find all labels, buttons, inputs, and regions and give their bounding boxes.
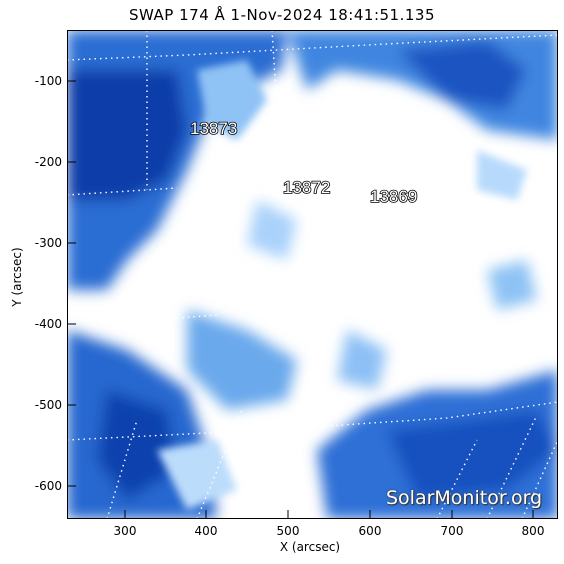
- x-tick: 400: [194, 524, 218, 538]
- y-tick: -100: [34, 74, 62, 88]
- y-tick: -400: [34, 317, 62, 331]
- y-tick: -300: [34, 236, 62, 250]
- region-label-13872: 13872: [283, 178, 330, 197]
- region-label-13873: 13873: [190, 119, 237, 138]
- x-tick: 800: [521, 524, 545, 538]
- x-tick: 600: [358, 524, 382, 538]
- y-tick: -500: [34, 398, 62, 412]
- region-label-13869: 13869: [370, 187, 417, 206]
- x-tick: 300: [113, 524, 137, 538]
- y-axis-label: Y (arcsec): [10, 247, 24, 307]
- watermark: SolarMonitor.org: [386, 487, 543, 509]
- y-tick: -600: [34, 479, 62, 493]
- x-tick: 700: [440, 524, 464, 538]
- x-tick: 500: [276, 524, 300, 538]
- image-title: SWAP 174 Å 1-Nov-2024 18:41:51.135: [129, 6, 435, 24]
- x-axis-label: X (arcsec): [279, 540, 341, 554]
- y-tick: -200: [34, 155, 62, 169]
- solar-image: 13873 13872 13869: [67, 30, 558, 519]
